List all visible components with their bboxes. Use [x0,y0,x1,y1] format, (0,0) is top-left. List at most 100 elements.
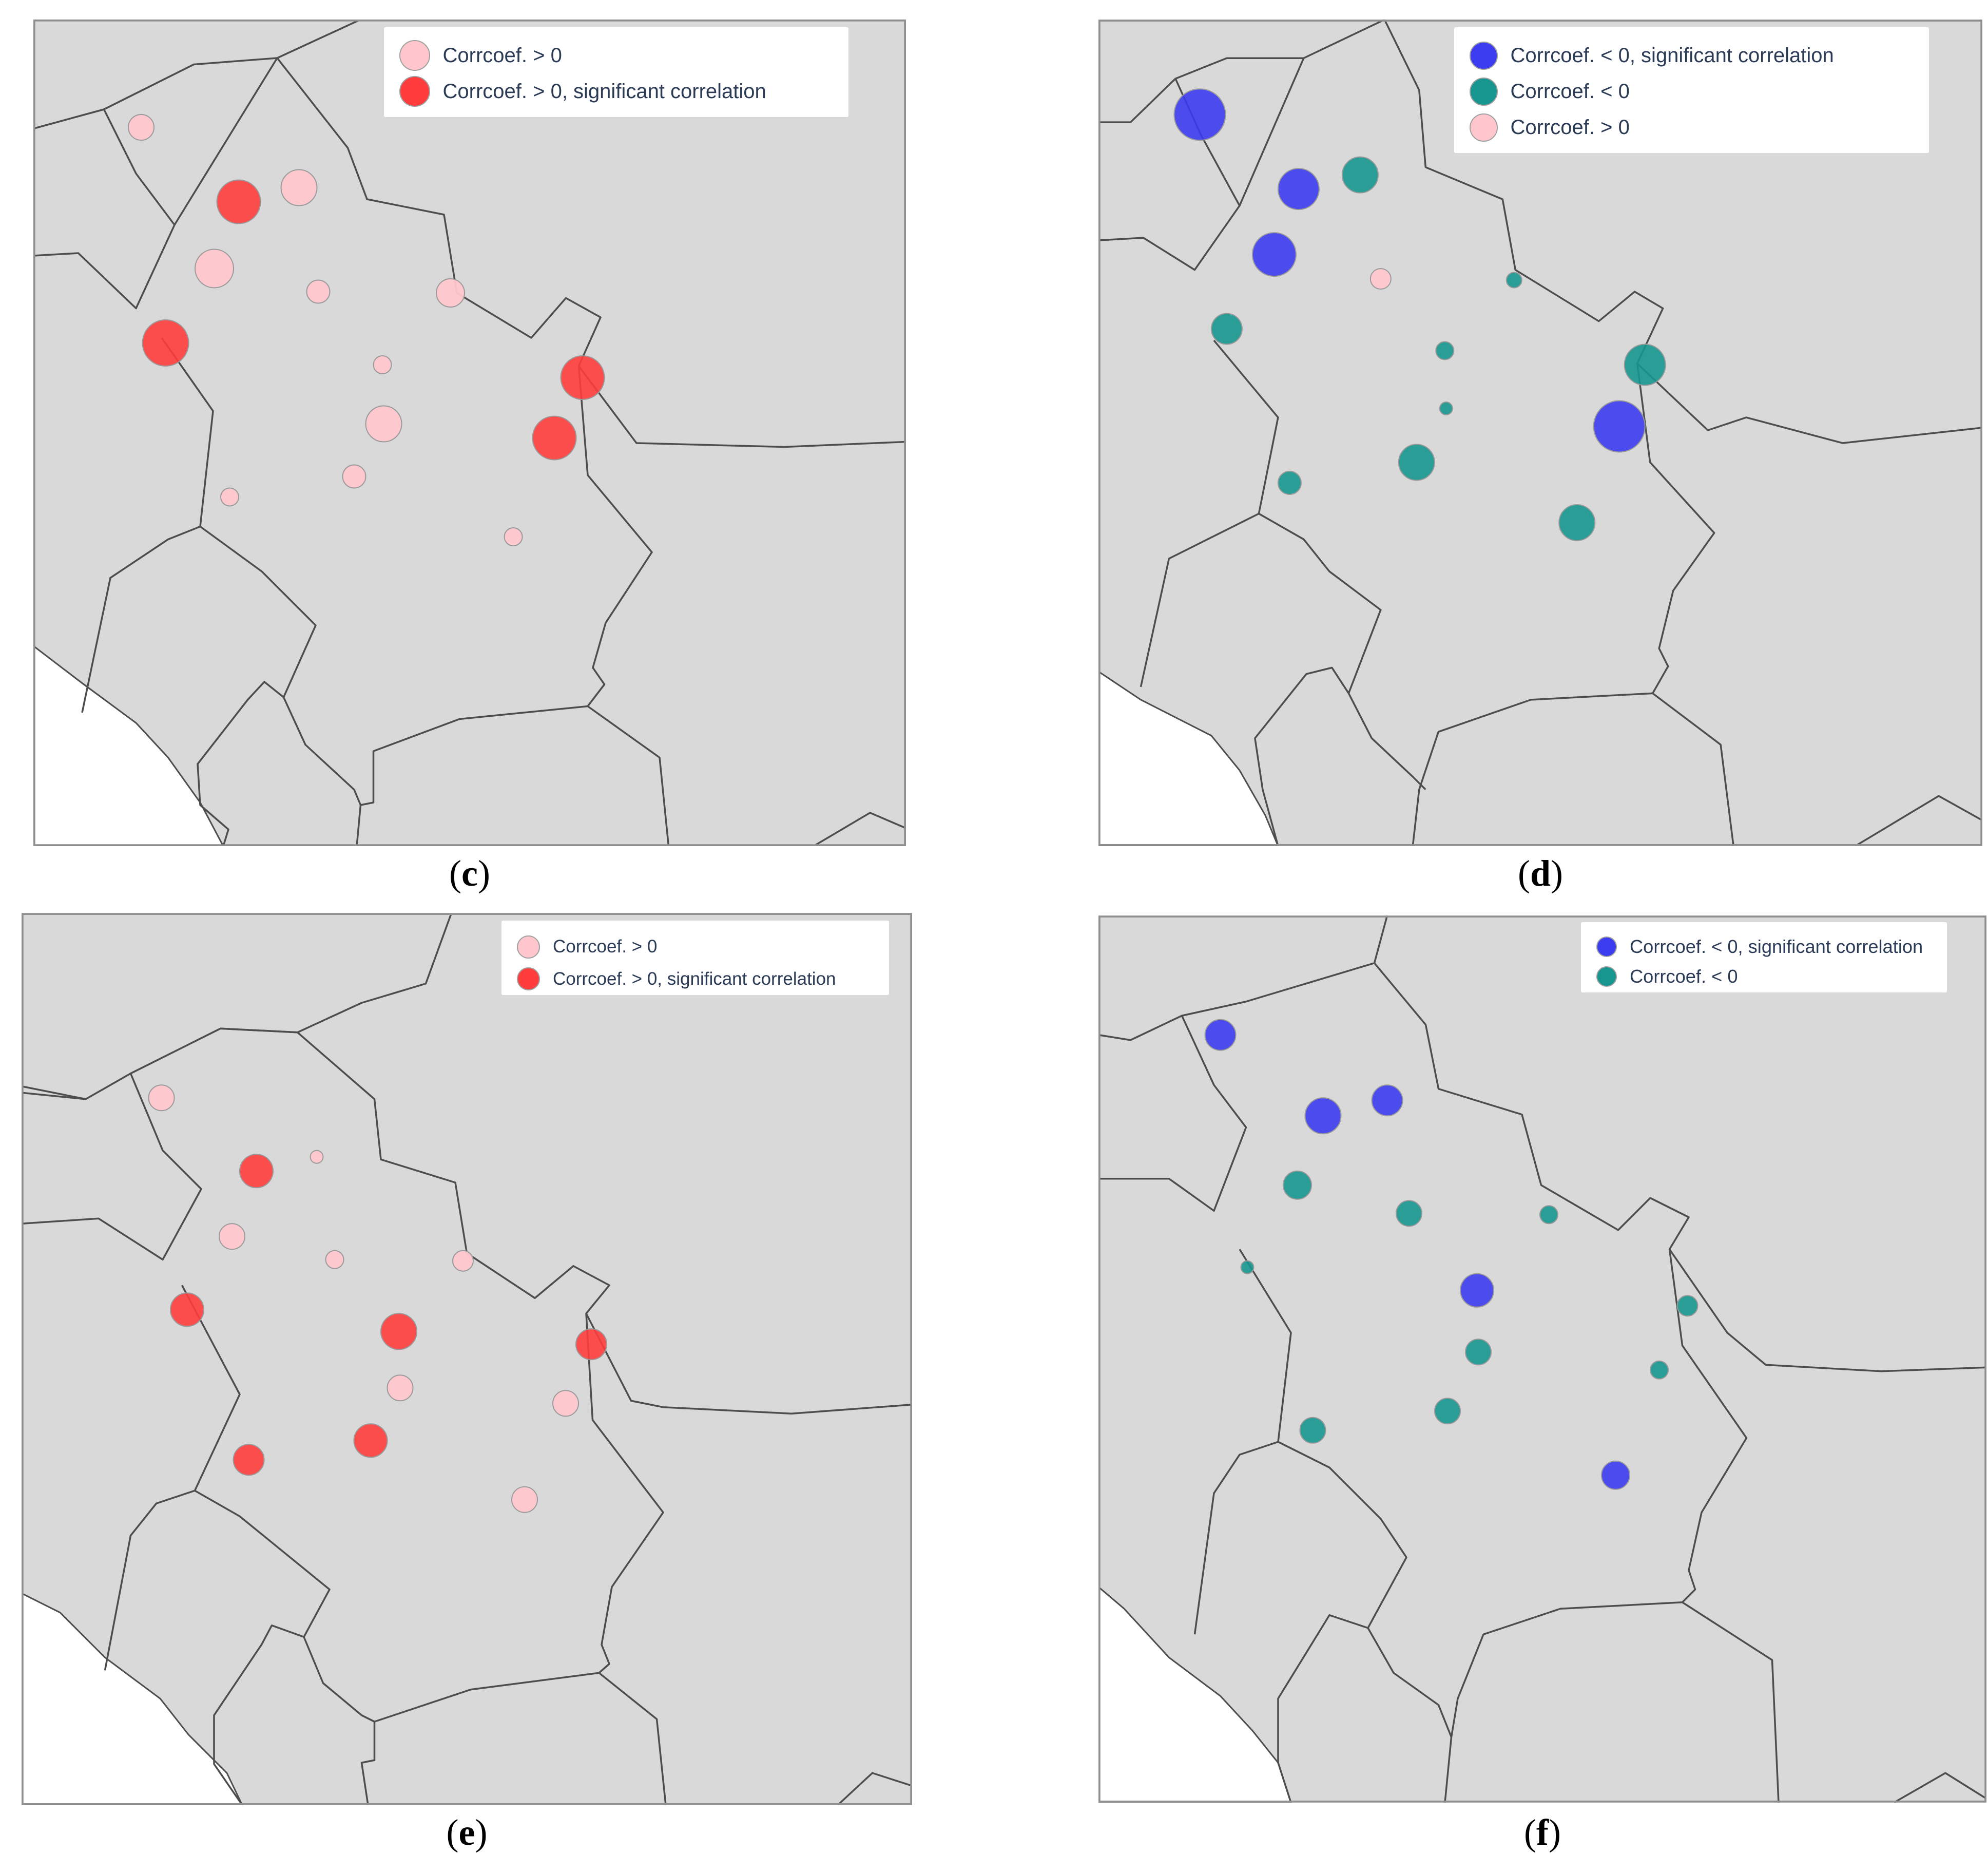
station-marker-pos-sig [575,1328,607,1361]
legend-swatch-neg [1469,77,1498,106]
land-area [22,913,912,1805]
country-border [282,697,362,806]
country-border [81,337,214,713]
station-marker-neg-sig [1251,232,1297,277]
station-marker-pos-sig [142,319,189,367]
legend-item-pos: Corrcoef. > 0 [1454,109,1630,145]
station-marker-pos [280,169,318,206]
country-border [22,1073,202,1260]
country-border [276,57,906,448]
map-e [22,913,912,1805]
station-marker-pos [310,1150,324,1164]
country-border [1098,915,1388,1041]
legend-swatch-pos-sig [517,967,540,991]
country-border [837,1772,912,1805]
caption-d: (d) [1517,853,1563,894]
station-marker-neg [1398,444,1435,481]
legend-item-pos: Corrcoef. > 0 [384,37,562,73]
legend-c: Corrcoef. > 0 Corrcoef. > 0, significant … [383,27,848,117]
map-panel-e: Corrcoef. > 0 Corrcoef. > 0, significant … [22,913,912,1805]
legend-item-pos: Corrcoef. > 0 [501,931,657,963]
country-border [587,705,670,846]
legend-label: Corrcoef. < 0 [1630,965,1738,987]
map-frame [33,20,906,846]
station-marker-neg [1240,1260,1254,1274]
legend-item-neg: Corrcoef. < 0 [1454,73,1630,109]
country-border [1444,1249,1748,1803]
caption-c: (c) [449,853,490,894]
station-marker-neg [1210,313,1243,345]
map-panel-c: Corrcoef. > 0 Corrcoef. > 0, significant … [33,20,906,846]
station-marker-neg-sig [1304,1097,1342,1135]
map-frame [22,913,912,1805]
sea-area [33,645,224,846]
legend-f: Corrcoef. < 0, significant correlation Co… [1581,922,1947,992]
country-border [1347,693,1426,791]
legend-label: Corrcoef. < 0 [1510,80,1630,103]
station-marker-pos [219,1223,245,1250]
country-border [303,1636,375,1723]
station-marker-neg-sig [1371,1084,1403,1117]
station-marker-neg-sig [1204,1019,1237,1051]
country-border [1140,339,1279,687]
station-marker-neg [1539,1205,1558,1225]
country-border [1254,512,1382,846]
legend-item-pos-sig: Corrcoef. > 0, significant correlation [384,73,766,109]
station-marker-pos-sig [532,415,577,461]
caption-e: (e) [446,1812,488,1853]
station-marker-neg [1624,343,1666,386]
country-border [1855,795,1982,846]
country-border [1652,692,1734,846]
country-border [1682,1601,1780,1803]
legend-e: Corrcoef. > 0 Corrcoef. > 0, significant … [501,921,889,995]
station-marker-pos-sig [233,1444,265,1476]
station-marker-neg-sig [1277,168,1320,211]
station-marker-pos [436,278,465,308]
legend-swatch-neg-sig [1469,41,1498,70]
station-marker-pos [1369,268,1392,290]
country-border [194,1489,331,1805]
country-border [1239,58,1305,206]
legend-label: Corrcoef. > 0 [442,44,562,67]
country-border [33,109,176,310]
legend-swatch-pos [1469,113,1498,142]
station-marker-neg [1650,1360,1669,1380]
station-marker-pos-sig [560,355,605,400]
country-border [1894,1772,1986,1803]
country-border [22,1092,86,1100]
station-marker-neg [1434,1398,1461,1425]
station-marker-pos [452,1250,474,1272]
country-border [197,526,317,846]
legend-item-pos-sig: Corrcoef. > 0, significant correlation [501,963,836,996]
country-border [33,20,361,130]
country-border [360,1313,664,1805]
station-marker-pos-sig [353,1423,388,1458]
land-area [1098,20,1982,846]
station-marker-pos-sig [239,1154,274,1189]
station-marker-pos [552,1390,579,1417]
station-marker-neg [1299,1417,1326,1444]
station-marker-pos [195,249,234,289]
country-border [1383,20,1982,444]
station-marker-pos-sig [216,179,261,224]
map-frame [1098,20,1982,846]
country-border [220,1027,912,1415]
station-marker-pos [387,1374,414,1402]
legend-label: Corrcoef. > 0, significant correlation [442,80,766,103]
station-marker-neg [1396,1200,1422,1227]
legend-item-neg-sig: Corrcoef. < 0, significant correlation [1454,37,1834,73]
legend-swatch-pos [399,40,430,71]
country-border [1412,363,1715,846]
caption-f: (f) [1524,1812,1561,1853]
station-marker-pos [504,527,523,546]
station-marker-neg-sig [1460,1273,1494,1308]
country-border [1367,1627,1453,1737]
map-f [1098,915,1986,1803]
legend-swatch-pos-sig [399,76,430,107]
station-marker-pos-sig [170,1292,204,1327]
legend-label: Corrcoef. > 0, significant correlation [553,968,836,989]
legend-label: Corrcoef. < 0, significant correlation [1630,936,1923,958]
station-marker-pos [220,487,239,507]
station-marker-neg [1277,470,1302,495]
station-marker-neg [1465,1339,1492,1366]
